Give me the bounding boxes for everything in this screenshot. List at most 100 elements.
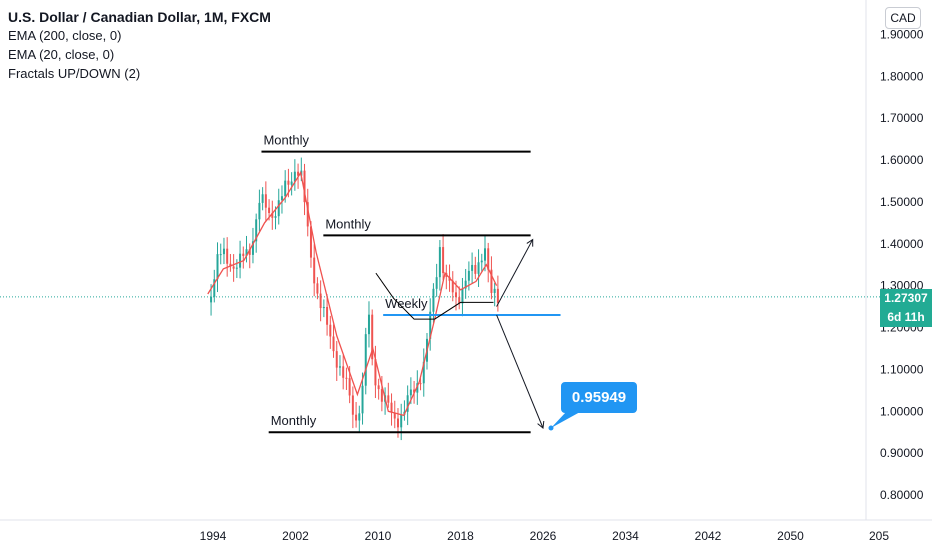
candle-body-86 xyxy=(487,248,490,270)
candle-body-2 xyxy=(216,254,219,280)
candle-body-42 xyxy=(345,377,348,379)
candle-body-18 xyxy=(268,207,271,213)
candle-body-50 xyxy=(371,314,374,360)
candle-body-31 xyxy=(309,226,312,258)
candle-body-34 xyxy=(319,293,322,309)
candle-body-82 xyxy=(474,264,477,274)
chart-title: U.S. Dollar / Canadian Dollar, 1M, FXCM xyxy=(8,9,271,25)
candle-body-78 xyxy=(461,288,464,304)
candle-body-70 xyxy=(435,277,438,289)
candle-body-38 xyxy=(332,336,335,352)
x-tick-label-3: 2018 xyxy=(447,529,474,543)
candle-body-62 xyxy=(409,389,412,396)
candle-body-48 xyxy=(364,334,367,386)
target-callout-pointer xyxy=(551,412,580,428)
candle-body-17 xyxy=(264,194,267,208)
pattern-curve-4 xyxy=(375,272,494,320)
bar-countdown-label: 6d 11h xyxy=(880,308,932,327)
candle-body-84 xyxy=(480,260,483,263)
candle-body-7 xyxy=(232,266,235,269)
x-tick-label-1: 2002 xyxy=(282,529,309,543)
candle-body-58 xyxy=(396,418,399,428)
candle-body-63 xyxy=(413,389,416,393)
y-tick-label-11: 1.90000 xyxy=(880,27,924,41)
candle-body-43 xyxy=(348,378,351,396)
y-tick-label-1: 0.90000 xyxy=(880,446,924,460)
candle-body-64 xyxy=(416,383,419,393)
x-tick-label-7: 2050 xyxy=(777,529,804,543)
x-tick-label-5: 2034 xyxy=(612,529,639,543)
candle-body-14 xyxy=(255,219,258,242)
ema20-line xyxy=(207,170,498,417)
candle-body-3 xyxy=(219,254,222,256)
level-label-3: Monthly xyxy=(271,413,317,428)
y-tick-label-10: 1.80000 xyxy=(880,69,924,83)
projection-arrowhead-6 xyxy=(537,420,545,429)
x-tick-label-0: 1994 xyxy=(200,529,227,543)
chart-legend: U.S. Dollar / Canadian Dollar, 1M, FXCM … xyxy=(8,8,271,83)
candle-body-88 xyxy=(493,288,496,293)
candle-body-35 xyxy=(322,306,325,309)
candle-body-29 xyxy=(303,170,306,203)
candle-body-16 xyxy=(261,194,264,203)
candle-body-57 xyxy=(393,412,396,419)
candle-body-36 xyxy=(326,306,329,325)
y-tick-label-6: 1.40000 xyxy=(880,237,924,251)
target-price-callout[interactable]: 0.95949 xyxy=(561,382,637,413)
candle-body-61 xyxy=(406,395,409,412)
candle-body-85 xyxy=(483,248,486,261)
candle-body-41 xyxy=(342,366,345,378)
candle-body-20 xyxy=(274,216,277,218)
level-label-1: Monthly xyxy=(325,216,371,231)
candle-body-59 xyxy=(400,414,403,428)
candle-body-32 xyxy=(313,257,316,284)
y-tick-label-7: 1.50000 xyxy=(880,195,924,209)
candle-body-89 xyxy=(496,288,499,304)
candle-body-26 xyxy=(293,171,296,182)
candle-body-27 xyxy=(297,171,300,176)
candle-body-13 xyxy=(251,241,254,255)
candle-body-55 xyxy=(387,395,390,403)
candle-body-72 xyxy=(442,247,445,274)
candle-body-5 xyxy=(226,248,229,264)
candle-body-52 xyxy=(377,385,380,390)
candle-body-56 xyxy=(390,402,393,413)
projection-arrow-5 xyxy=(496,239,534,307)
candle-body-22 xyxy=(280,196,283,201)
x-tick-label-8: 205 xyxy=(869,529,889,543)
candle-body-77 xyxy=(458,297,461,304)
candle-body-0 xyxy=(210,296,213,303)
indicator-fractals[interactable]: Fractals UP/DOWN (2) xyxy=(8,66,141,81)
candle-body-10 xyxy=(242,253,245,256)
candle-body-81 xyxy=(471,264,474,271)
candle-body-45 xyxy=(355,414,358,421)
candle-body-4 xyxy=(222,248,225,255)
currency-selector[interactable]: CAD xyxy=(885,7,921,29)
candle-body-6 xyxy=(229,263,232,267)
candle-body-19 xyxy=(271,212,274,218)
projection-arrow-6 xyxy=(496,314,544,429)
indicator-ema200[interactable]: EMA (200, close, 0) xyxy=(8,28,122,43)
candle-body-68 xyxy=(429,311,432,339)
candle-body-47 xyxy=(361,385,364,414)
candle-body-8 xyxy=(235,267,238,269)
candle-body-66 xyxy=(422,361,425,384)
candle-body-40 xyxy=(338,366,341,368)
y-tick-label-9: 1.70000 xyxy=(880,111,924,125)
candle-body-23 xyxy=(284,180,287,197)
target-point xyxy=(548,425,554,431)
candle-body-65 xyxy=(419,383,422,385)
y-tick-label-0: 0.80000 xyxy=(880,488,924,502)
candle-body-49 xyxy=(367,314,370,335)
candle-body-75 xyxy=(451,280,454,293)
current-price-label: 1.27307 xyxy=(880,289,932,308)
candle-body-44 xyxy=(351,395,354,415)
level-label-0: Monthly xyxy=(263,133,309,148)
candle-body-76 xyxy=(454,292,457,298)
x-tick-label-2: 2010 xyxy=(365,529,392,543)
indicator-ema20[interactable]: EMA (20, close, 0) xyxy=(8,47,115,62)
level-label-2: Weekly xyxy=(385,296,428,311)
candle-body-51 xyxy=(374,359,377,386)
y-tick-label-8: 1.60000 xyxy=(880,153,924,167)
